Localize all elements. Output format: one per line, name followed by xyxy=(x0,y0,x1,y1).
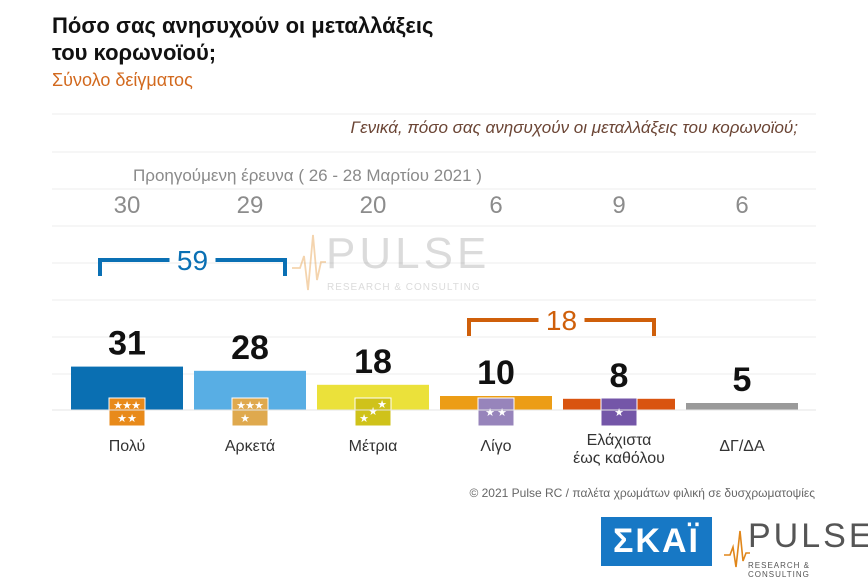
chart-subtitle: Σύνολο δείγματος xyxy=(52,70,193,90)
category-label-line: έως καθόλου xyxy=(573,450,665,467)
star-glyph: ★ xyxy=(127,413,137,425)
star-glyph: ★ xyxy=(122,400,132,412)
star-icon-box xyxy=(600,397,638,427)
star-icon: ★ ★ ★★ xyxy=(231,397,269,427)
previous-survey-label: Προηγούμενη έρευνα ( 26 - 28 Μαρτίου 202… xyxy=(133,166,482,185)
star-glyph: ★ xyxy=(254,400,264,412)
skai-logo: ΣΚΑΪ xyxy=(601,517,712,566)
star-glyph: ★ xyxy=(359,413,369,425)
pulse-logo: PULSE RESEARCH & CONSULTING xyxy=(722,517,868,579)
category-label: Ελάχιστα έως καθόλου xyxy=(573,432,665,467)
previous-value-label: 9 xyxy=(612,192,625,219)
category-label: Λίγο xyxy=(480,438,511,455)
star-glyph: ★ xyxy=(245,400,255,412)
star-glyph: ★ xyxy=(368,406,378,418)
star-glyph: ★ xyxy=(497,407,507,419)
data-label: 10 xyxy=(477,354,515,392)
pulse-logo-word: PULSE xyxy=(748,517,868,555)
watermark-wave-icon xyxy=(292,234,326,291)
star-glyph: ★ xyxy=(377,399,387,411)
pulse-logo-tagline: RESEARCH & CONSULTING xyxy=(748,561,811,579)
pulse-wave-icon xyxy=(724,530,750,568)
star-icon: ★ ★ xyxy=(477,397,515,427)
data-label: 28 xyxy=(231,329,269,367)
star-glyph: ★ xyxy=(614,407,624,419)
category-label-line: Ελάχιστα xyxy=(587,432,652,449)
category-label: Αρκετά xyxy=(225,438,275,455)
data-label: 31 xyxy=(108,325,146,363)
data-label: 18 xyxy=(354,343,392,381)
skai-logo-text: ΣΚΑΪ xyxy=(613,522,700,560)
star-icon-box xyxy=(354,397,392,427)
star-icon: ★ xyxy=(600,397,638,427)
previous-value-label: 30 xyxy=(114,192,141,219)
star-icon: ★ ★ ★★ ★ xyxy=(108,397,146,427)
chart-title: Πόσο σας ανησυχούν οι μεταλλάξεις του κο… xyxy=(52,13,434,65)
star-glyph: ★ xyxy=(240,413,250,425)
star-icon: ★★★ xyxy=(354,397,392,427)
bracket-top-two: 59 xyxy=(98,245,287,276)
star-glyph: ★ xyxy=(236,400,246,412)
bracket-right xyxy=(215,258,287,276)
data-label: 8 xyxy=(610,357,629,395)
category-label: Πολύ xyxy=(109,438,146,455)
bracket-right xyxy=(584,318,656,336)
bar xyxy=(686,403,798,410)
star-icon-box xyxy=(108,397,146,427)
star-icon-box xyxy=(231,397,269,427)
star-glyph: ★ xyxy=(113,400,123,412)
previous-value-label: 29 xyxy=(237,192,264,219)
previous-value-label: 6 xyxy=(489,192,502,219)
star-icon-box xyxy=(477,397,515,427)
previous-value-label: 20 xyxy=(360,192,387,219)
star-glyph: ★ xyxy=(117,413,127,425)
category-label-line: Αρκετά xyxy=(225,438,275,455)
category-label-line: ΔΓ/ΔΑ xyxy=(719,438,765,455)
category-label: Μέτρια xyxy=(349,438,398,455)
bracket-left xyxy=(98,258,170,276)
group-total-label: 18 xyxy=(546,305,577,336)
star-glyph: ★ xyxy=(485,407,495,419)
bracket-bottom-two: 18 xyxy=(467,305,656,336)
survey-question: Γενικά, πόσο σας ανησυχούν οι μεταλλάξει… xyxy=(350,118,798,137)
previous-value-label: 6 xyxy=(735,192,748,219)
pulse-watermark: PULSE RESEARCH & CONSULTING xyxy=(292,229,490,293)
category-label-line: Λίγο xyxy=(480,438,511,455)
watermark-tagline: RESEARCH & CONSULTING xyxy=(327,282,481,293)
watermark-word: PULSE xyxy=(326,229,490,278)
copyright-footer: © 2021 Pulse RC / παλέτα χρωμάτων φιλική… xyxy=(469,486,815,500)
category-label: ΔΓ/ΔΑ xyxy=(719,438,765,455)
bracket-left xyxy=(467,318,539,336)
category-label-line: Μέτρια xyxy=(349,438,398,455)
category-label-line: Πολύ xyxy=(109,438,146,455)
data-label: 5 xyxy=(733,361,752,399)
star-glyph: ★ xyxy=(131,400,141,412)
group-total-label: 59 xyxy=(177,245,208,276)
